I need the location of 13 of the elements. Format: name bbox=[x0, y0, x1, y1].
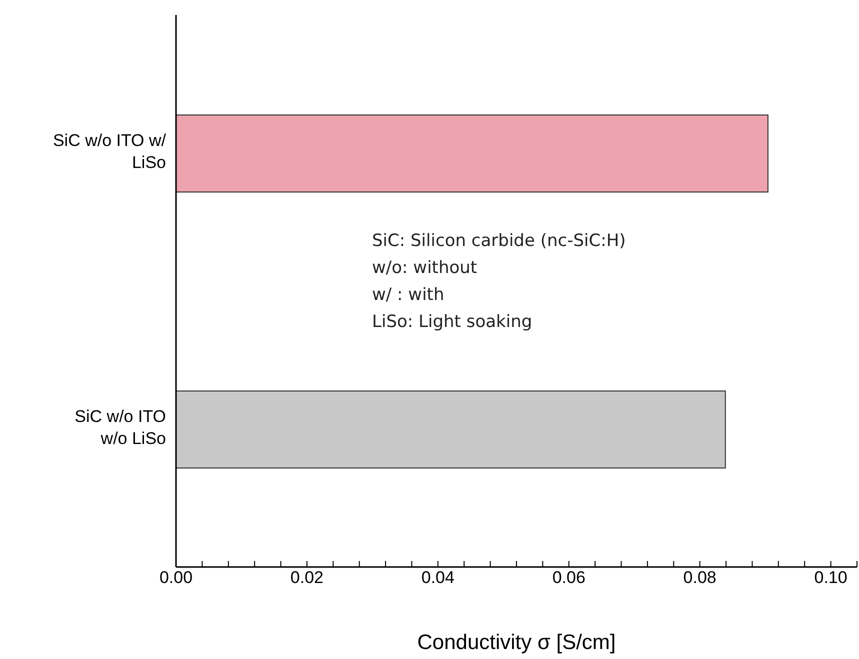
y-tick-label: SiC w/o ITO w/o LiSo bbox=[74, 407, 166, 448]
annotation: SiC: Silicon carbide (nc-SiC:H) bbox=[372, 230, 626, 253]
annotation: w/ : with bbox=[372, 284, 446, 307]
x-tick-label: 0.02 bbox=[290, 568, 324, 587]
y-tick-label: SiC w/o ITO w/ LiSo bbox=[52, 131, 166, 172]
annotation: w/o: without bbox=[372, 257, 478, 280]
x-tick-label: 0.10 bbox=[814, 568, 848, 587]
x-tick-label: 0.08 bbox=[683, 568, 716, 587]
x-tick-label: 0.00 bbox=[159, 568, 193, 587]
x-axis-title: Conductivity σ [S/cm] bbox=[417, 631, 616, 654]
x-tick-label: 0.04 bbox=[421, 568, 454, 587]
annotation: LiSo: Light soaking bbox=[372, 311, 534, 334]
x-tick-label: 0.06 bbox=[552, 568, 586, 587]
